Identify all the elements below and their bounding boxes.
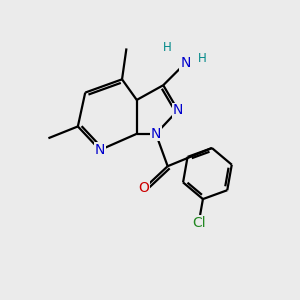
Text: Cl: Cl xyxy=(192,216,206,230)
Text: N: N xyxy=(151,127,161,141)
Text: H: H xyxy=(198,52,207,65)
Text: H: H xyxy=(163,41,172,54)
Text: N: N xyxy=(95,143,105,157)
Text: N: N xyxy=(173,103,183,117)
Text: N: N xyxy=(180,56,190,70)
Text: O: O xyxy=(139,181,149,195)
